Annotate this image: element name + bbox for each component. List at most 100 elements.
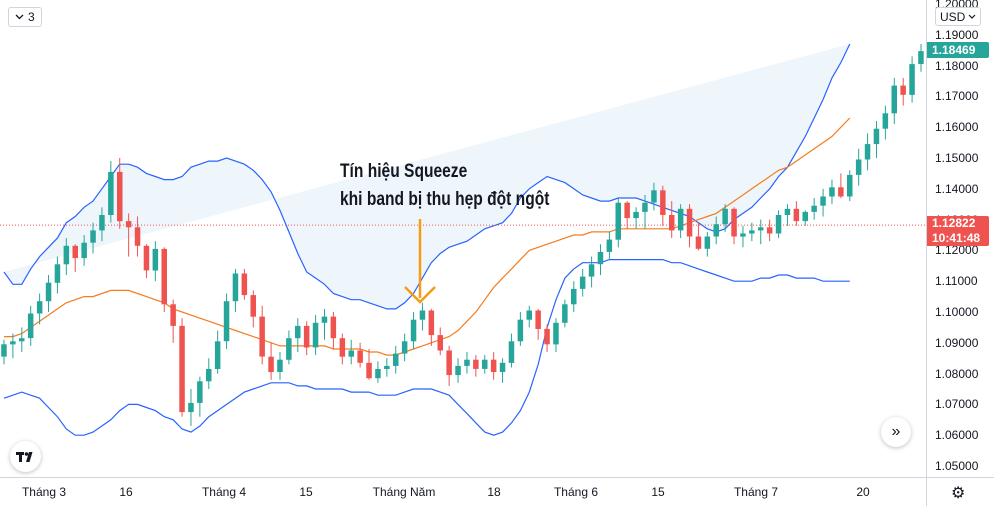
- candle-body: [740, 233, 746, 237]
- candle-body: [847, 174, 853, 197]
- price-tick-label: 1.17000: [935, 89, 979, 104]
- time-tick-label: 15: [651, 485, 665, 499]
- candle-body: [1, 344, 7, 357]
- time-tick-label: Tháng 3: [21, 485, 67, 499]
- candle-body: [579, 276, 586, 289]
- time-tick-label: 18: [487, 485, 501, 499]
- candle-body: [250, 295, 256, 317]
- price-tick-label: 1.11000: [935, 274, 978, 289]
- candle-body: [562, 304, 568, 323]
- candle-body: [900, 85, 906, 95]
- candle-body: [749, 230, 755, 234]
- candle-body: [490, 359, 497, 372]
- candle-body: [90, 230, 96, 243]
- time-axis[interactable]: Tháng 3 16 Tháng 4 15 Tháng Năm 18 Tháng 6 15 Th…: [0, 477, 926, 506]
- candle-body: [642, 202, 648, 212]
- time-tick-label: Tháng 6: [553, 485, 599, 499]
- candle-body: [704, 236, 711, 249]
- candle-body: [428, 310, 435, 336]
- candle-body: [660, 190, 666, 215]
- candle-body: [19, 338, 25, 342]
- time-tick-label: Tháng Năm: [372, 485, 436, 499]
- candle-body: [731, 208, 737, 237]
- time-tick-label: 15: [299, 485, 313, 499]
- tradingview-logo[interactable]: [10, 441, 41, 472]
- price-tick-label: 1.06000: [935, 428, 979, 443]
- candle-body: [108, 171, 114, 215]
- candle-body: [606, 239, 613, 252]
- bollinger-band-fill: [4, 44, 850, 309]
- candle-body: [535, 310, 541, 329]
- candle-body: [206, 369, 212, 382]
- candle-body: [455, 365, 461, 376]
- bollinger-lower-line: [3, 259, 850, 436]
- candle-body: [499, 362, 506, 372]
- candle-body: [134, 227, 141, 246]
- candle-body: [268, 356, 274, 373]
- last-price-label: 1.18469: [927, 42, 989, 58]
- annotation-line-1: Tín hiệu Squeeze: [340, 161, 468, 182]
- current-price-label: 1.12822 10:41:48: [927, 216, 989, 246]
- annotation-line-2: khi band bị thu hẹp đột ngột: [340, 189, 550, 210]
- price-tick-label: 1.16000: [935, 120, 979, 135]
- candle-body: [339, 338, 346, 357]
- indicator-count: 3: [28, 10, 35, 24]
- candle-body: [36, 301, 43, 314]
- double-chevron-right-icon: »: [891, 423, 901, 440]
- candle-body: [277, 359, 283, 372]
- candle-body: [686, 208, 693, 237]
- gear-icon[interactable]: ⚙: [951, 485, 966, 502]
- candle-body: [303, 325, 310, 348]
- indicator-collapse-button[interactable]: 3: [8, 7, 42, 27]
- candle-body: [286, 338, 292, 360]
- bollinger-basis-line: [4, 117, 851, 356]
- chevron-down-icon: [968, 14, 976, 19]
- chart-plot-area[interactable]: 3 Tín hiệu Squeeze khi band bị thu hẹp đ…: [0, 0, 926, 477]
- price-tick-label: 1.09000: [935, 335, 979, 350]
- candlestick-chart[interactable]: [0, 0, 926, 477]
- price-tick-label: 1.05000: [935, 459, 979, 473]
- scroll-to-realtime-button[interactable]: »: [881, 417, 911, 447]
- candle-body: [909, 64, 915, 95]
- price-tick-label: 1.10000: [935, 305, 979, 319]
- squeeze-annotation: Tín hiệu Squeeze khi band bị thu hẹp đột…: [340, 158, 549, 214]
- candle-body: [295, 325, 301, 339]
- price-tick-label: 1.20000: [935, 0, 979, 11]
- candle-body: [918, 51, 924, 64]
- time-tick-label: Tháng 4: [201, 485, 247, 499]
- candle-body: [473, 359, 479, 369]
- candle-body: [571, 288, 577, 305]
- candle-body: [882, 113, 889, 129]
- candle-body: [437, 335, 443, 351]
- candle-body: [330, 316, 337, 339]
- candle-body: [517, 319, 524, 342]
- candle-body: [419, 310, 426, 320]
- candle-body: [873, 128, 880, 145]
- candle-body: [855, 159, 862, 175]
- candle-body: [482, 359, 488, 369]
- candle-body: [375, 369, 381, 379]
- price-tick-label: 1.08000: [935, 366, 979, 381]
- candle-body: [223, 301, 230, 342]
- candle-body: [624, 202, 630, 219]
- candle-body: [544, 328, 550, 345]
- candle-body: [802, 211, 808, 222]
- candle-body: [758, 227, 764, 231]
- candle-body: [63, 245, 70, 265]
- candle-body: [27, 313, 34, 339]
- candle-body: [10, 341, 16, 345]
- currency-button[interactable]: USD: [935, 7, 982, 26]
- current-price-value: 1.12822: [932, 216, 976, 230]
- candle-body: [615, 202, 621, 240]
- candle-body: [321, 316, 328, 323]
- candle-body: [384, 365, 390, 369]
- axis-corner: ⚙: [926, 477, 994, 506]
- candle-body: [793, 208, 800, 222]
- candle-body: [214, 341, 221, 369]
- candle-body: [152, 248, 159, 271]
- countdown-timer: 10:41:48: [932, 231, 981, 245]
- price-tick-label: 1.19000: [935, 27, 979, 42]
- candle-body: [446, 350, 452, 376]
- candle-body: [695, 236, 702, 249]
- price-axis[interactable]: 1.05000 1.06000 1.07000 1.08000 1.09000 1.100…: [926, 0, 994, 477]
